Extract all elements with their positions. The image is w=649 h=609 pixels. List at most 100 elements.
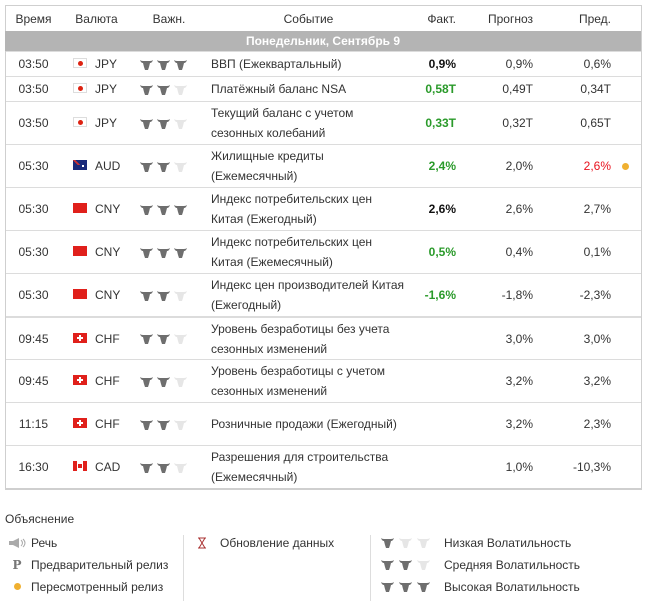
bull-icon [174, 376, 187, 387]
event-time: 05:30 [18, 245, 49, 259]
low-volatility-icon [381, 537, 430, 548]
header-previous[interactable]: Пред. [578, 11, 611, 26]
previous-value: 3,2% [583, 374, 611, 388]
forecast-value: 3,2% [505, 417, 533, 431]
bull-icon [157, 59, 170, 70]
high-volatility-icon [381, 581, 430, 592]
previous-value: 0,1% [583, 245, 611, 259]
currency-code: CHF [95, 331, 120, 346]
actual-value: 0,5% [428, 245, 456, 259]
table-row[interactable]: 09:45 CHF Уровень безработицы с учетом с… [6, 359, 641, 402]
importance-rating [132, 462, 206, 473]
bull-icon [157, 118, 170, 129]
event-name[interactable]: Уровень безработицы без учета сезонных и… [211, 321, 390, 356]
header-forecast[interactable]: Прогноз [487, 11, 533, 26]
table-row[interactable]: 05:30 CNY Индекс потребительских цен Кит… [6, 230, 641, 273]
event-name[interactable]: Индекс потребительских цен Китая (Ежемес… [211, 235, 373, 269]
flag-jp-icon [61, 82, 95, 96]
forecast-value: 0,49T [502, 82, 533, 96]
importance-rating [132, 333, 206, 344]
bull-icon [174, 419, 187, 430]
bull-icon [157, 247, 170, 258]
importance-rating [132, 204, 206, 215]
previous-value: -10,3% [572, 460, 611, 474]
event-name[interactable]: Индекс потребительских цен Китая (Ежегод… [211, 192, 373, 226]
bull-icon [381, 560, 394, 570]
bull-icon [140, 118, 153, 129]
importance-rating [132, 84, 206, 95]
bull-icon [157, 334, 170, 344]
flag-ch-icon [61, 332, 95, 346]
table-row[interactable]: 03:50 JPY Текущий баланс с учетом сезонн… [6, 101, 641, 144]
header-importance[interactable]: Важн. [152, 11, 186, 26]
currency-code: CNY [95, 202, 121, 216]
bull-icon [174, 334, 187, 344]
importance-rating [132, 118, 206, 129]
event-name[interactable]: Уровень безработицы с учетом сезонных из… [211, 364, 386, 398]
table-row[interactable]: 16:30 CAD Разрешения для строительства (… [6, 445, 641, 488]
event-name[interactable]: Платёжный баланс NSA [211, 82, 347, 96]
table-row[interactable]: 05:30 AUD Жилищные кредиты (Ежемесячный)… [6, 144, 641, 187]
event-time: 09:45 [18, 331, 49, 346]
previous-value: 2,7% [583, 202, 611, 216]
table-row[interactable]: 05:30 CNY Индекс цен производителей Кита… [6, 273, 641, 316]
currency-code: CNY [95, 245, 121, 259]
forecast-value: 3,2% [505, 374, 533, 388]
header-currency[interactable]: Валюта [75, 11, 118, 26]
bull-icon [157, 204, 170, 215]
bull-icon [174, 247, 187, 258]
currency-code: CHF [95, 374, 120, 388]
flag-ca-icon [61, 460, 95, 474]
event-name[interactable]: Текущий баланс с учетом сезонных колебан… [211, 106, 354, 140]
event-name[interactable]: Розничные продажи (Ежегодный) [211, 417, 397, 431]
bull-icon [140, 419, 153, 430]
revised-dot-icon [621, 162, 629, 170]
bull-icon [174, 59, 187, 70]
event-name[interactable]: Индекс цен производителей Китая (Ежегодн… [211, 278, 405, 312]
header-event[interactable]: Событие [283, 11, 334, 26]
event-name[interactable]: ВВП (Ежеквартальный) [211, 57, 342, 71]
table-row[interactable]: 09:45 CHF Уровень безработицы без учета … [6, 316, 641, 359]
bull-icon [140, 334, 153, 344]
bull-icon [157, 462, 170, 473]
speech-icon [5, 537, 29, 548]
hourglass-icon [190, 537, 214, 549]
event-name[interactable]: Жилищные кредиты (Ежемесячный) [211, 149, 324, 183]
legend-high: Высокая Волатильность [444, 579, 580, 594]
table-header: Время Валюта Важн. Событие Факт. Прогноз… [6, 6, 641, 31]
previous-value: 0,6% [583, 57, 611, 71]
legend-preliminary: Предварительный релиз [31, 557, 169, 572]
bull-icon [174, 118, 187, 129]
event-name[interactable]: Разрешения для строительства (Ежемесячны… [211, 450, 389, 484]
bull-icon [174, 462, 187, 473]
header-time[interactable]: Время [15, 11, 52, 26]
forecast-value: -1,8% [501, 288, 533, 302]
previous-value: 3,0% [583, 331, 611, 346]
bull-icon [399, 582, 412, 592]
table-row[interactable]: 03:50 JPY Платёжный баланс NSA 0,58T 0,4… [6, 76, 641, 101]
table-row[interactable]: 05:30 CNY Индекс потребительских цен Кит… [6, 187, 641, 230]
actual-value: 2,6% [428, 202, 456, 216]
preliminary-icon: P [12, 557, 22, 572]
bull-icon [140, 59, 153, 70]
legend-medium: Средняя Волатильность [444, 557, 581, 572]
medium-volatility-icon [381, 559, 430, 570]
flag-jp-icon [61, 57, 95, 71]
table-row[interactable]: 03:50 JPY ВВП (Ежеквартальный) 0,9% 0,9%… [6, 51, 641, 76]
bull-icon [157, 161, 170, 172]
legend-title: Объяснение [5, 512, 75, 526]
event-time: 03:50 [18, 57, 49, 71]
bull-icon [174, 290, 187, 301]
bull-icon [140, 161, 153, 172]
bull-icon [174, 161, 187, 172]
header-actual[interactable]: Факт. [427, 11, 456, 26]
forecast-value: 3,0% [505, 331, 533, 346]
event-time: 16:30 [18, 460, 49, 474]
importance-rating [132, 376, 206, 387]
legend: Объяснение Речь P Предварительный релиз П… [5, 512, 645, 601]
flag-cn-icon [61, 288, 95, 302]
bull-icon [140, 376, 153, 387]
event-time: 11:15 [18, 417, 49, 431]
previous-value: 0,34T [580, 82, 611, 96]
table-row[interactable]: 11:15 CHF Розничные продажи (Ежегодный) … [6, 402, 641, 445]
